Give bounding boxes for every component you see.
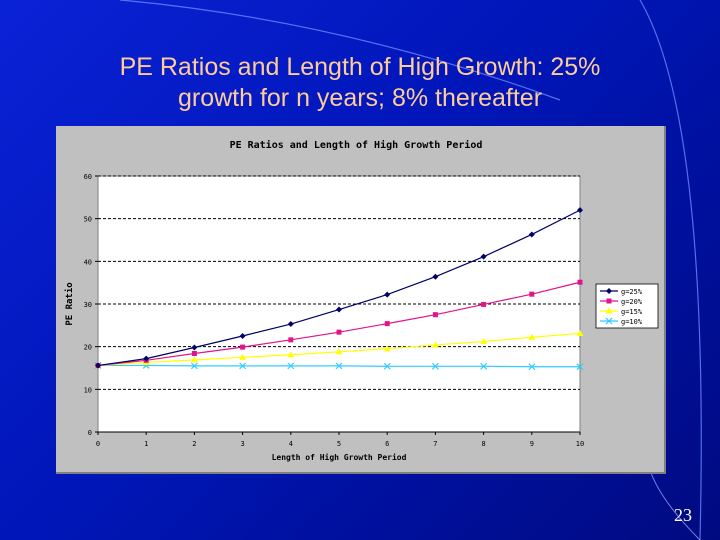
y-tick-label: 60 xyxy=(84,173,92,181)
marker-stroke xyxy=(576,363,584,371)
x-tick-label: 6 xyxy=(385,440,389,448)
data-point-g-10- xyxy=(431,362,439,370)
data-point-g-10- xyxy=(335,362,343,370)
marker-stroke xyxy=(605,317,613,325)
data-point-g-15- xyxy=(431,341,439,348)
y-tick-label: 20 xyxy=(84,344,92,352)
data-point-g-25- xyxy=(239,333,246,339)
data-point-g-25- xyxy=(384,291,391,298)
data-point-g-20- xyxy=(191,350,197,356)
legend-marker-g-15- xyxy=(605,307,613,314)
x-axis-ticks: 0 1 2 3 4 5 6 7 8 9 10 xyxy=(96,431,584,448)
data-point-g-25- xyxy=(577,207,583,214)
data-point-g-20- xyxy=(529,291,535,297)
data-point-g-10- xyxy=(190,362,198,370)
x-tick-label: 2 xyxy=(192,440,196,448)
data-point-g-15- xyxy=(239,353,247,360)
data-point-g-15- xyxy=(287,351,295,358)
legend-label-g-15-: g=15% xyxy=(621,308,643,316)
marker-stroke xyxy=(239,362,247,370)
x-tick-label: 7 xyxy=(433,440,437,448)
x-tick-label: 9 xyxy=(530,440,534,448)
legend-marker-g-25- xyxy=(606,288,612,294)
x-tick-label: 0 xyxy=(96,440,100,448)
data-point-g-25- xyxy=(528,231,535,238)
data-point-g-15- xyxy=(480,338,488,345)
data-point-g-15- xyxy=(190,356,198,363)
marker-stroke xyxy=(480,362,488,370)
legend-marker-g-10- xyxy=(605,317,613,325)
data-point-g-10- xyxy=(239,362,247,370)
data-point-g-25- xyxy=(95,362,101,369)
y-tick-label: 0 xyxy=(88,429,92,437)
series-group xyxy=(94,207,584,371)
data-point-g-20- xyxy=(336,329,342,335)
legend: g=25% g=20% g=15% g=10% xyxy=(595,283,659,329)
chart-title: PE Ratios and Length of High Growth Peri… xyxy=(230,139,483,151)
marker-stroke xyxy=(383,362,391,370)
x-tick-label: 1 xyxy=(144,440,148,448)
data-point-g-10- xyxy=(528,363,536,371)
slide-title: PE Ratios and Length of High Growth: 25%… xyxy=(40,52,680,114)
x-tick-label: 4 xyxy=(289,440,293,448)
y-tick-label: 50 xyxy=(84,216,92,224)
data-point-g-20- xyxy=(240,344,246,350)
grid-lines xyxy=(98,175,580,390)
slide-title-line-1: PE Ratios and Length of High Growth: 25% xyxy=(119,53,601,81)
data-point-g-25- xyxy=(480,253,487,260)
data-point-g-15- xyxy=(528,333,536,340)
y-axis-ticks: 0 10 20 30 40 50 60 xyxy=(84,173,98,437)
legend-label-g-20-: g=20% xyxy=(621,298,643,306)
y-tick-label: 40 xyxy=(84,258,92,266)
marker-stroke xyxy=(335,362,343,370)
marker-stroke xyxy=(431,362,439,370)
line-chart: PE Ratios and Length of High Growth Peri… xyxy=(64,139,659,462)
legend-marker-g-20- xyxy=(606,298,612,304)
x-tick-label: 5 xyxy=(337,440,341,448)
slide-title-line-2: growth for n years; 8% thereafter xyxy=(177,84,543,112)
data-point-g-25- xyxy=(336,306,342,313)
marker-stroke xyxy=(190,362,198,370)
y-axis-label: PE Ratio xyxy=(64,282,75,325)
x-tick-label: 3 xyxy=(240,440,244,448)
data-point-g-20- xyxy=(481,301,487,307)
data-point-g-20- xyxy=(432,312,438,318)
marker-stroke xyxy=(528,363,536,371)
data-point-g-15- xyxy=(576,329,584,336)
y-tick-label: 10 xyxy=(84,386,92,394)
data-point-g-10- xyxy=(383,362,391,370)
y-tick-label: 30 xyxy=(84,301,92,309)
data-point-g-25- xyxy=(432,273,439,280)
marker-stroke xyxy=(287,362,295,370)
data-point-g-15- xyxy=(383,345,391,352)
legend-label-g-10-: g=10% xyxy=(621,318,643,326)
x-tick-label: 8 xyxy=(481,440,485,448)
data-point-g-10- xyxy=(287,362,295,370)
data-point-g-20- xyxy=(577,279,583,285)
data-point-g-10- xyxy=(480,362,488,370)
page-number: 23 xyxy=(674,505,692,525)
data-point-g-10- xyxy=(576,363,584,371)
legend-label-g-25-: g=25% xyxy=(621,288,643,296)
data-point-g-15- xyxy=(335,348,343,355)
series-g-15- xyxy=(94,329,584,368)
data-point-g-25- xyxy=(287,321,294,328)
series-g-25- xyxy=(95,207,583,369)
data-point-g-25- xyxy=(143,355,150,362)
x-axis-label: Length of High Growth Period xyxy=(272,452,407,462)
data-point-g-20- xyxy=(288,337,294,343)
data-point-g-20- xyxy=(384,321,390,327)
series-g-10- xyxy=(94,362,584,371)
data-point-g-25- xyxy=(191,344,198,351)
chart-panel: PE Ratios and Length of High Growth Peri… xyxy=(56,126,666,474)
x-tick-label: 10 xyxy=(576,440,584,448)
